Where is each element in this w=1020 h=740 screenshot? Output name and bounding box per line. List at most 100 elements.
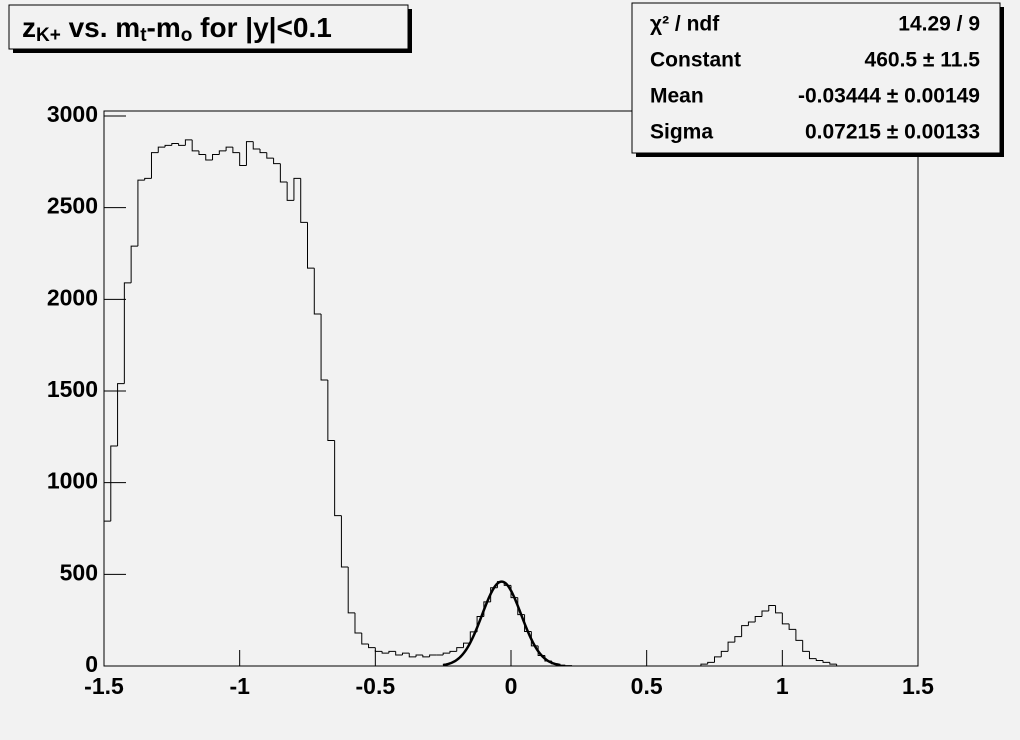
stat-label: χ² / ndf [650, 13, 720, 36]
histogram-bin [714, 656, 722, 663]
histogram-bin [401, 652, 410, 655]
histogram-bin [252, 141, 261, 150]
histogram-bin [768, 605, 776, 611]
histogram-bin [374, 647, 383, 652]
histogram-bin [815, 658, 824, 661]
histogram-bin [422, 655, 430, 658]
histogram-bin [225, 146, 233, 151]
histogram-bin [381, 651, 389, 654]
histogram-bin [368, 644, 376, 649]
histogram-bin [198, 150, 206, 155]
title-box [8, 4, 409, 50]
histogram-bin [395, 651, 403, 656]
chart-title: zK+ vs. mt-mo for |y|<0.1 [22, 12, 332, 45]
histogram-bin [775, 605, 783, 614]
histogram-bin [741, 625, 749, 637]
histogram-bin [191, 139, 199, 152]
fit-curve [442, 580, 561, 667]
x-tick-label: 1.5 [902, 673, 934, 699]
histogram-bin [164, 144, 172, 148]
histogram-bin [171, 143, 179, 146]
histogram-bin [313, 268, 322, 315]
histogram-bin [293, 177, 301, 201]
y-tick-label: 0 [85, 651, 98, 677]
title-part: for |y|<0.1 [192, 12, 331, 43]
stats-box [631, 2, 1001, 154]
histogram-bin [259, 149, 267, 154]
histogram-bin [144, 177, 152, 181]
histogram-bin [442, 652, 450, 655]
histogram-bin [239, 152, 247, 166]
histogram-bin [707, 661, 715, 665]
histogram-bin [354, 612, 362, 634]
histogram-bin [788, 623, 796, 630]
histogram-bin [300, 178, 308, 223]
title-part: t [140, 25, 147, 46]
histogram-bin [334, 440, 342, 517]
histogram-bin [802, 640, 810, 652]
histogram-bin [178, 143, 186, 146]
histogram-bin [808, 651, 817, 660]
histogram-bin [734, 636, 742, 643]
x-tick-label: -0.5 [356, 673, 396, 699]
histogram-bin [137, 179, 145, 247]
histogram-bin [347, 567, 355, 614]
histogram-bin [232, 147, 240, 154]
y-tick-label: 2000 [47, 284, 98, 310]
stat-label: Mean [650, 85, 704, 108]
x-tick-label: -1 [229, 673, 250, 699]
title-part: vs. m [61, 12, 140, 43]
histogram-bin [836, 664, 844, 667]
histogram-bin [415, 654, 423, 657]
histogram-bin [218, 150, 227, 155]
title-part: -m [147, 12, 181, 43]
histogram-bin [110, 445, 118, 522]
histogram-bin [307, 222, 315, 269]
histogram-bin [449, 650, 457, 654]
y-tick-label: 1000 [47, 468, 98, 494]
histogram-bin [103, 520, 111, 666]
histogram-bin [429, 654, 437, 657]
histogram-bin [761, 610, 769, 617]
histogram-bin [273, 158, 281, 165]
histogram-bin [327, 380, 335, 441]
histogram-bin [130, 245, 138, 283]
histogram-bin [117, 383, 125, 446]
histogram-bin [150, 152, 159, 179]
x-tick-label: 1 [776, 673, 789, 699]
histogram-bin [245, 141, 254, 166]
histogram-bin [754, 616, 762, 622]
histogram-bin [205, 154, 213, 161]
histogram-bin [781, 612, 790, 625]
y-tick-label: 3000 [47, 101, 98, 127]
histogram-bin [123, 282, 132, 384]
histogram-bin [822, 660, 830, 663]
histogram-bin [795, 629, 803, 641]
title-part: o [181, 25, 193, 46]
title-part: z [22, 12, 36, 43]
stat-label: Constant [650, 49, 741, 72]
stat-value: -0.03444 ± 0.00149 [798, 85, 980, 108]
x-tick-label: -1.5 [84, 673, 124, 699]
histogram-bin [320, 314, 328, 381]
histogram-bin [408, 653, 417, 658]
histogram-bin [286, 182, 294, 201]
histogram-bin [361, 633, 369, 645]
stat-value: 14.29 / 9 [898, 13, 980, 36]
y-tick-label: 2500 [47, 193, 98, 219]
histogram-bin [340, 515, 349, 568]
histogram-bin [388, 650, 396, 654]
stat-value: 460.5 ± 11.5 [865, 49, 981, 72]
histogram-bin [720, 650, 729, 657]
x-tick-label: 0.5 [631, 673, 663, 699]
histogram-bin [157, 146, 166, 153]
histogram-bin [829, 662, 837, 665]
histogram-bin [463, 642, 471, 648]
y-tick-label: 500 [60, 559, 98, 585]
histogram-bin [700, 663, 708, 666]
y-tick-label: 1500 [47, 376, 98, 402]
histogram-bin [266, 152, 274, 159]
x-tick-label: 0 [505, 673, 518, 699]
stat-value: 0.07215 ± 0.00133 [805, 121, 980, 144]
